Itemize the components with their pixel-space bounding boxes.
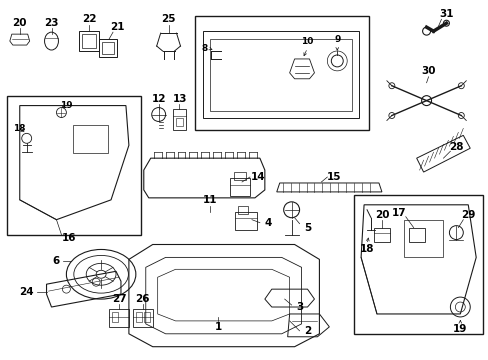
Text: 5: 5 [303, 222, 310, 233]
Bar [373, 228, 389, 242]
Text: 4: 4 [264, 218, 271, 228]
Bar [195, 16, 368, 130]
Bar [143, 312, 149, 322]
Text: 1: 1 [214, 322, 222, 332]
Text: 2: 2 [303, 326, 310, 336]
Text: 16: 16 [62, 233, 77, 243]
Text: 12: 12 [151, 94, 165, 104]
Text: 3: 3 [295, 302, 303, 312]
Text: 29: 29 [460, 210, 474, 220]
Text: 20: 20 [13, 18, 27, 28]
Bar [7, 96, 141, 235]
Bar [136, 312, 142, 322]
Bar [172, 109, 186, 130]
Text: 19: 19 [452, 324, 467, 334]
Text: 20: 20 [374, 210, 388, 220]
Bar [353, 195, 482, 334]
Text: 6: 6 [53, 256, 60, 266]
Text: 28: 28 [448, 142, 463, 152]
Text: 19: 19 [60, 101, 73, 110]
Text: 25: 25 [161, 14, 176, 24]
Text: 17: 17 [391, 208, 405, 218]
Text: 9: 9 [333, 35, 340, 44]
Text: 14: 14 [250, 172, 264, 182]
Bar [112, 312, 118, 322]
Bar [109, 309, 129, 327]
Text: 23: 23 [44, 18, 59, 28]
Bar [234, 172, 245, 180]
Bar [408, 228, 424, 242]
Bar [238, 206, 247, 214]
Text: 18: 18 [14, 124, 26, 133]
Bar [73, 125, 108, 153]
Text: 21: 21 [109, 22, 124, 32]
Text: 31: 31 [438, 9, 453, 19]
Text: 30: 30 [421, 66, 435, 76]
Bar [99, 39, 117, 57]
Text: 22: 22 [82, 14, 96, 24]
Text: 10: 10 [301, 37, 313, 46]
Bar [133, 309, 152, 327]
Text: 8: 8 [201, 44, 207, 53]
Text: 27: 27 [111, 294, 126, 304]
Text: 11: 11 [203, 195, 217, 205]
Text: 15: 15 [326, 172, 341, 182]
Bar [235, 212, 256, 230]
Text: 13: 13 [173, 94, 187, 104]
Bar [102, 42, 114, 54]
Text: 24: 24 [20, 287, 34, 297]
Bar [79, 31, 99, 51]
Bar [82, 34, 96, 48]
Text: 26: 26 [135, 294, 150, 304]
Text: 18: 18 [359, 244, 373, 255]
Bar [230, 178, 249, 196]
Bar [175, 118, 183, 126]
Bar [403, 220, 443, 257]
